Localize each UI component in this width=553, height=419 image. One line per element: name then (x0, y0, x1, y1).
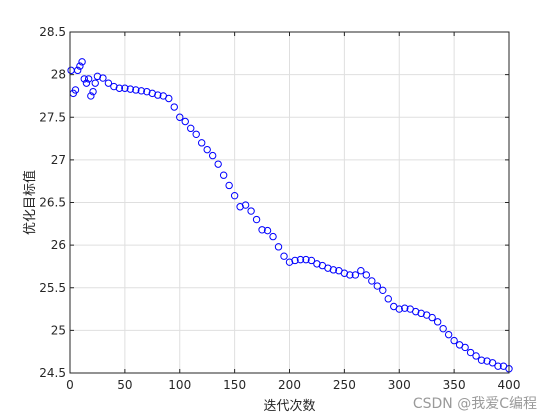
x-tick-labels: 0 50 100 150 200 250 300 350 400 (66, 378, 520, 392)
data-point (488, 359, 497, 367)
x-tick-label: 150 (223, 378, 246, 392)
y-tick-label: 24.5 (39, 366, 66, 380)
data-point (104, 79, 113, 87)
data-point (165, 94, 173, 103)
x-axis-label: 迭代次数 (263, 398, 315, 414)
data-point (241, 201, 250, 209)
data-point (89, 87, 97, 96)
data-point (307, 256, 316, 265)
data-point (395, 305, 403, 313)
data-point (93, 72, 102, 81)
data-point (428, 313, 436, 322)
data-point (252, 215, 261, 224)
data-point (472, 352, 480, 360)
data-point (192, 130, 200, 139)
data-point (357, 267, 365, 275)
data-point (433, 318, 442, 326)
data-point (187, 124, 195, 133)
watermark: CSDN @我爱C编程 (412, 396, 537, 412)
data-point (214, 160, 222, 168)
data-point (154, 91, 162, 99)
data-point (439, 324, 447, 333)
data-point (170, 103, 178, 111)
data-point (296, 255, 305, 264)
data-point (401, 304, 409, 312)
data-point (461, 343, 469, 352)
data-point (477, 356, 486, 364)
data-point (379, 286, 387, 295)
y-axis-label: 优化目标值 (22, 170, 38, 235)
x-tick-label: 300 (388, 378, 411, 392)
data-point (494, 362, 502, 370)
grid (70, 32, 509, 373)
x-tick-label: 50 (117, 378, 132, 392)
data-point (384, 295, 392, 303)
y-tick-label: 26.5 (39, 196, 66, 210)
data-point (269, 232, 277, 241)
data-point (76, 62, 84, 70)
data-point (71, 86, 80, 94)
y-tick-label: 28.5 (39, 25, 66, 39)
data-point (198, 139, 206, 147)
data-point (247, 207, 255, 215)
data-point (230, 191, 239, 200)
ticks (69, 31, 510, 374)
data-point (280, 252, 288, 260)
y-tick-label: 27.5 (39, 110, 66, 124)
data-point (137, 87, 146, 95)
y-tick-label: 27 (51, 153, 66, 167)
x-tick-label: 200 (278, 378, 301, 392)
y-tick-label: 25 (51, 323, 66, 337)
data-point (115, 84, 124, 92)
data-point (274, 243, 283, 251)
x-tick-label: 0 (66, 378, 74, 392)
data-point (126, 85, 135, 93)
data-point (78, 58, 86, 66)
data-point (208, 151, 217, 160)
x-tick-label: 350 (443, 378, 466, 392)
data-point (121, 84, 129, 92)
data-point (91, 79, 99, 87)
data-point (362, 271, 371, 279)
data-point (203, 145, 211, 154)
data-point (176, 113, 184, 121)
x-tick-label: 100 (168, 378, 191, 392)
data-point (225, 181, 233, 190)
y-tick-label: 26 (51, 238, 66, 252)
data-point (329, 266, 338, 274)
data-point (181, 117, 189, 126)
data-points (67, 58, 513, 373)
data-point (340, 269, 349, 277)
data-point (99, 74, 107, 82)
y-tick-labels: 24.5 25 25.5 26 26.5 27 27.5 28 28.5 (39, 25, 66, 380)
data-point (450, 336, 458, 345)
data-point (84, 75, 93, 83)
y-tick-label: 25.5 (39, 281, 66, 295)
data-point (302, 255, 310, 264)
x-tick-label: 400 (498, 378, 521, 392)
data-point (73, 66, 82, 75)
data-point (82, 79, 91, 87)
data-point (219, 171, 228, 179)
data-point (263, 226, 272, 235)
data-point (368, 277, 376, 285)
data-point (80, 75, 88, 83)
data-point (444, 330, 453, 339)
x-tick-label: 250 (333, 378, 356, 392)
data-point (291, 256, 299, 265)
data-point (258, 226, 266, 234)
data-point (466, 348, 475, 357)
data-point (313, 260, 321, 268)
data-point (351, 271, 360, 279)
y-tick-label: 28 (51, 68, 66, 82)
data-point (87, 92, 95, 100)
data-point (132, 86, 140, 94)
data-point (373, 282, 381, 290)
data-point (346, 271, 354, 279)
